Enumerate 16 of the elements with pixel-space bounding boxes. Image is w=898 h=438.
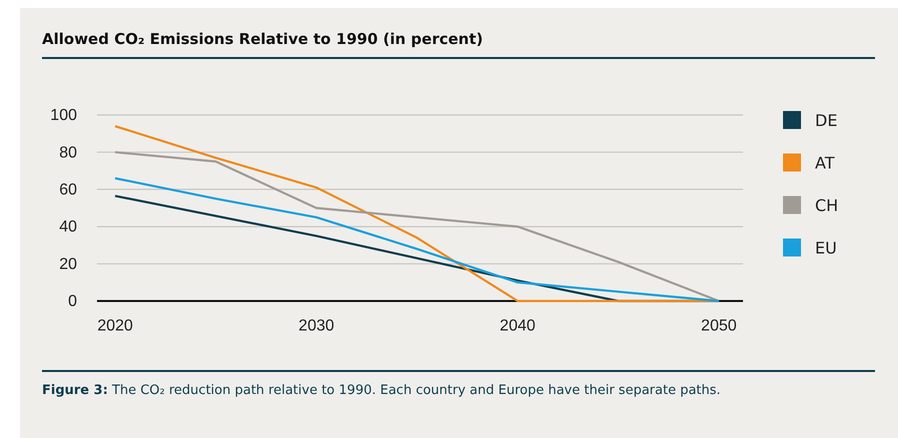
caption: Figure 3: The CO₂ reduction path relative to 1990. Each country and Europe have their separate paths. <box>42 383 721 398</box>
y-tick-label: 80 <box>59 144 78 162</box>
y-tick-label: 20 <box>59 256 78 273</box>
legend-label: EU <box>815 238 837 258</box>
legend-label: DE <box>815 111 838 130</box>
y-tick-label: 40 <box>59 218 78 236</box>
x-tick-label: 2050 <box>701 317 737 334</box>
legend-label: AT <box>815 154 835 172</box>
chart-title: Allowed CO₂ Emissions Relative to 1990 (in percent) <box>42 30 484 48</box>
x-tick-label: 2040 <box>500 317 536 334</box>
x-tick-label: 2030 <box>298 317 334 334</box>
y-tick-label: 0 <box>68 293 78 310</box>
y-tick-label: 100 <box>50 107 78 124</box>
y-tick-label: 60 <box>59 182 78 199</box>
legend-label: CH <box>815 196 838 215</box>
x-tick-label: 2020 <box>97 317 134 334</box>
